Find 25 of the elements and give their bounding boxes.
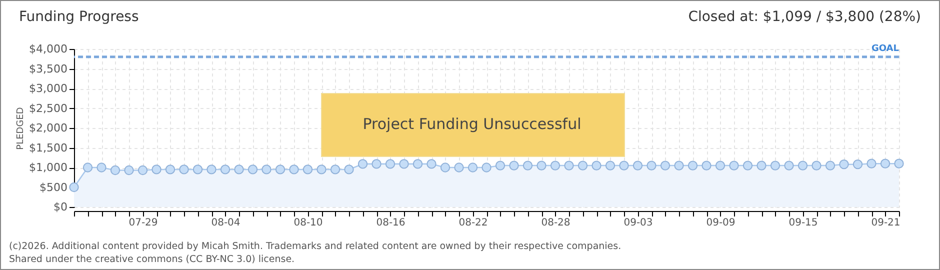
y-tick-label: $2,500 <box>29 102 68 115</box>
y-tick-label: $3,000 <box>29 82 68 95</box>
y-tick-label: $2,000 <box>29 122 68 134</box>
chart-subtitle: Closed at: $1,099 / $3,800 (28%) <box>688 9 921 25</box>
x-tick-label: 09-15 <box>788 218 818 228</box>
x-tick-label: 08-10 <box>294 218 323 228</box>
x-tick-label: 08-04 <box>211 218 240 228</box>
chart-title: Funding Progress <box>19 9 139 25</box>
y-axis-title: PLEDGED <box>16 107 26 150</box>
y-tick-label: $0 <box>54 200 68 214</box>
x-tick-label: 08-28 <box>541 218 570 228</box>
text: (c)2026. Additional content provided by Micah Smith. Trademarks and related content are owned by their respective companies. <box>9 240 622 253</box>
y-tick-label: $1,500 <box>29 141 68 154</box>
x-tick-label: 08-16 <box>376 218 406 228</box>
ref-line-label: GOAL <box>872 44 900 54</box>
x-tick-label: 09-03 <box>624 218 653 228</box>
x-tick-label: 07-29 <box>128 218 158 228</box>
x-tick-label: 09-21 <box>871 218 900 228</box>
y-tick-label: $3,500 <box>29 62 68 76</box>
y-tick-label: $4,000 <box>29 42 68 56</box>
x-tick-label: 08-22 <box>458 218 488 228</box>
text: Shared under the creative commons (CC BY-NC 3.0) license. <box>9 253 296 266</box>
y-tick-label: $1,000 <box>29 161 68 174</box>
x-tick-label: 09-09 <box>706 218 736 228</box>
y-tick-label: $500 <box>40 180 68 194</box>
